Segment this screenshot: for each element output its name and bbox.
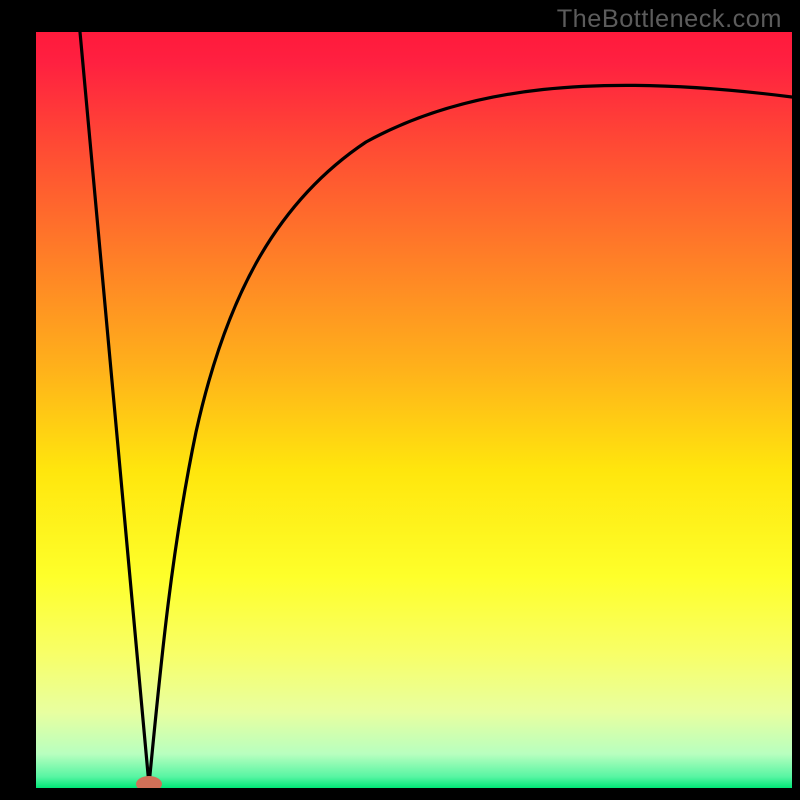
watermark-text: TheBottleneck.com	[557, 5, 782, 34]
plot-area	[36, 32, 792, 788]
minimum-marker	[134, 774, 164, 788]
chart-container: { "watermark": { "text": "TheBottleneck.…	[0, 0, 800, 800]
gradient-background	[36, 32, 792, 788]
